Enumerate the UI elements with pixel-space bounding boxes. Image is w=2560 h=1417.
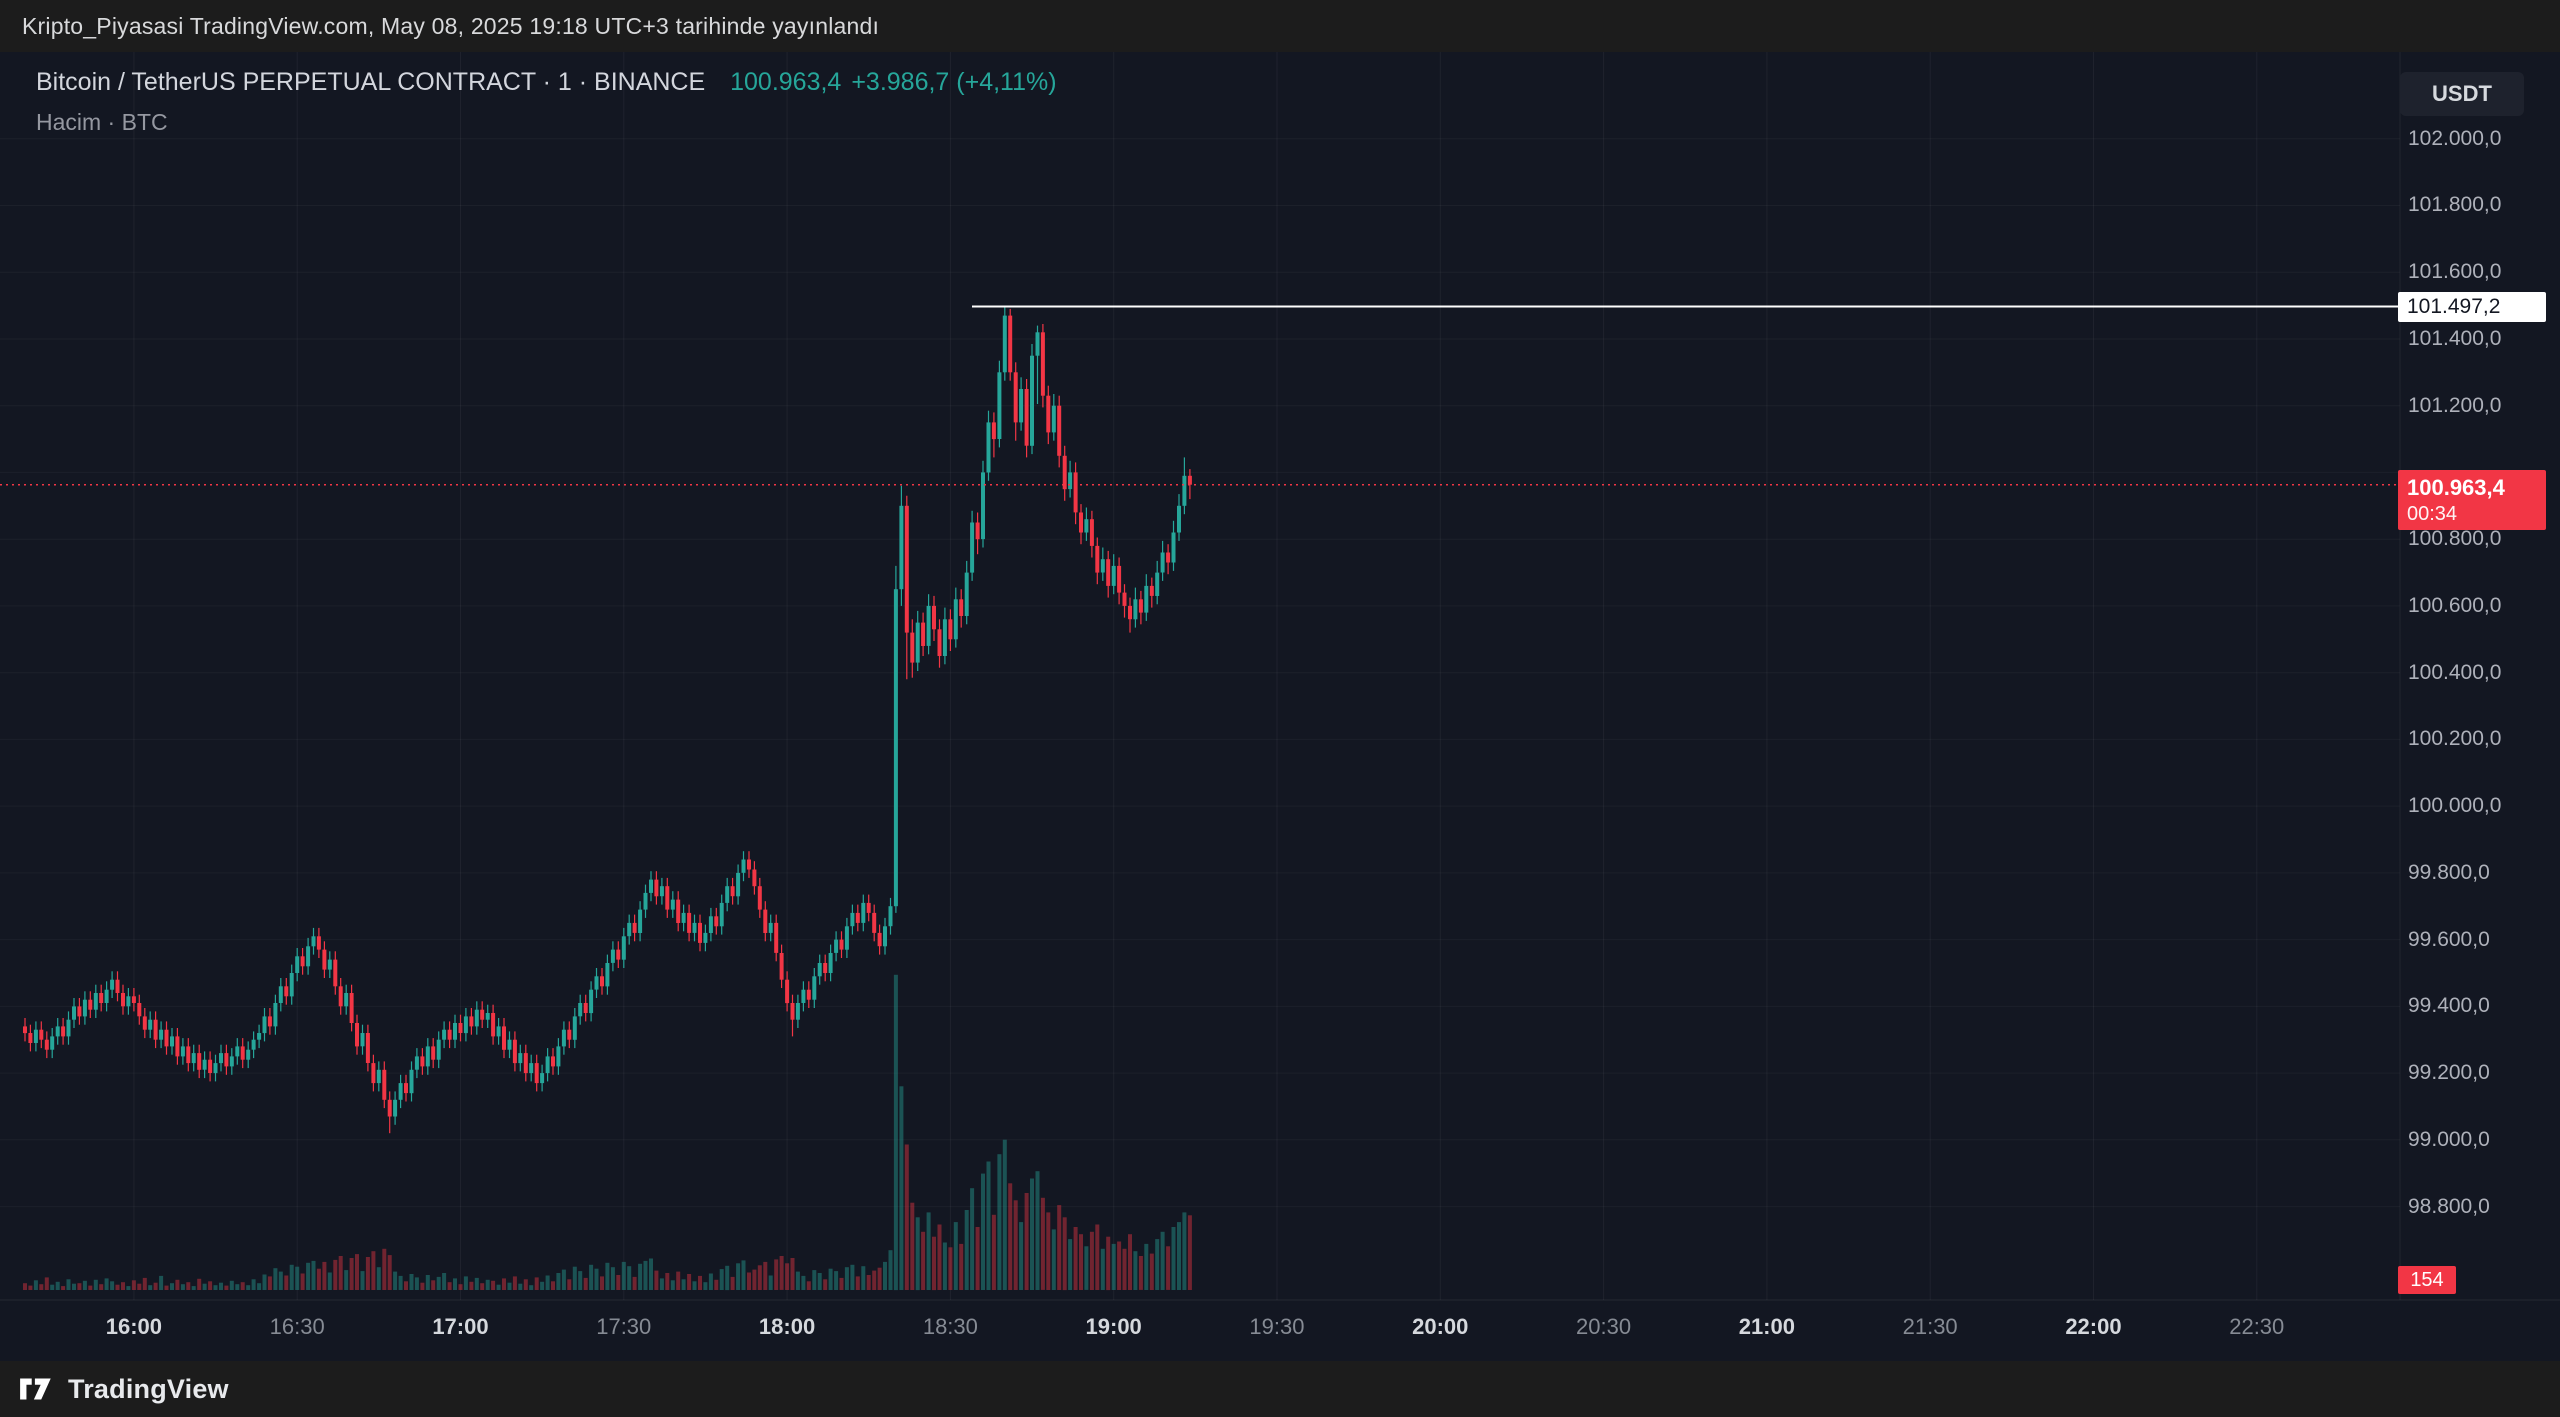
time-axis-label: 20:30 — [1576, 1314, 1632, 1339]
symbol-title[interactable]: Bitcoin / TetherUS PERPETUAL CONTRACT · … — [36, 68, 706, 96]
publish-banner: Kripto_Piyasasi TradingView.com, May 08,… — [0, 0, 2560, 52]
price-axis-label: 99.400,0 — [2408, 994, 2490, 1018]
chart-area: Bitcoin / TetherUS PERPETUAL CONTRACT · … — [0, 52, 2560, 1361]
footer-bar: TradingView — [0, 1361, 2560, 1417]
time-axis-label: 18:00 — [758, 1314, 816, 1339]
last-price-tag-value: 100.963,4 — [2407, 474, 2505, 500]
price-axis-label: 101.600,0 — [2408, 260, 2502, 284]
publish-banner-text: Kripto_Piyasasi TradingView.com, May 08,… — [22, 12, 880, 39]
last-price-tag: 100.963,4 00:34 — [2398, 469, 2546, 530]
price-axis-label: 102.000,0 — [2408, 126, 2502, 150]
price-axis-label: 100.200,0 — [2408, 727, 2502, 751]
price-axis-label: 100.400,0 — [2408, 660, 2502, 684]
time-axis-label: 16:00 — [105, 1314, 162, 1339]
tradingview-brand[interactable]: TradingView — [68, 1373, 229, 1404]
currency-toggle-button[interactable]: USDT — [2400, 72, 2524, 116]
price-axis-label: 101.400,0 — [2408, 326, 2502, 350]
price-axis-label: 99.000,0 — [2408, 1127, 2490, 1151]
volume-legend: Hacim · BTC — [36, 109, 168, 135]
price-axis-label: 99.200,0 — [2408, 1061, 2490, 1085]
time-axis-label: 17:00 — [432, 1314, 489, 1339]
price-axis-label: 101.800,0 — [2408, 193, 2502, 217]
price-axis-label: 100.600,0 — [2408, 593, 2502, 617]
last-price-value: 100.963,4 — [730, 68, 842, 96]
price-axis-label: 99.800,0 — [2408, 860, 2490, 884]
time-axis-label: 21:30 — [1902, 1314, 1958, 1339]
time-axis-label: 22:00 — [2065, 1314, 2122, 1339]
symbol-legend: Bitcoin / TetherUS PERPETUAL CONTRACT · … — [36, 68, 1067, 136]
price-axis-label: 101.200,0 — [2408, 393, 2502, 417]
time-axis-label: 19:00 — [1085, 1314, 1142, 1339]
time-axis-label: 19:30 — [1249, 1314, 1305, 1339]
bar-countdown: 00:34 — [2407, 502, 2458, 525]
time-axis-label: 22:30 — [2229, 1314, 2285, 1339]
time-axis-label: 16:30 — [269, 1314, 325, 1339]
price-axis-label: 98.800,0 — [2408, 1194, 2490, 1218]
volume-axis-tag: 154 — [2398, 1266, 2456, 1294]
high-price-axis-label: 101.497,2 — [2398, 291, 2546, 322]
time-axis-label: 18:30 — [922, 1314, 978, 1339]
price-axis-label: 100.800,0 — [2408, 527, 2502, 551]
price-axis-label: 100.000,0 — [2408, 794, 2502, 818]
time-axis-label: 20:00 — [1412, 1314, 1469, 1339]
tradingview-logo-icon[interactable] — [18, 1374, 56, 1404]
price-axis[interactable]: 102.000,0 101.800,0 101.600,0 101.400,0 101.… — [2400, 52, 2560, 1300]
price-change-value: +3.986,7 (+4,11%) — [851, 68, 1057, 96]
symbol-quote: 100.963,4 +3.986,7 (+4,11%) — [730, 68, 1066, 96]
time-axis-label: 21:00 — [1738, 1314, 1795, 1339]
time-axis[interactable]: 16:00 16:30 17:00 17:30 18:00 18:30 19:00 19:30… — [0, 1300, 2560, 1361]
chart-canvas[interactable] — [0, 52, 2560, 1361]
price-axis-label: 99.600,0 — [2408, 927, 2490, 951]
time-axis-label: 17:30 — [596, 1314, 652, 1339]
